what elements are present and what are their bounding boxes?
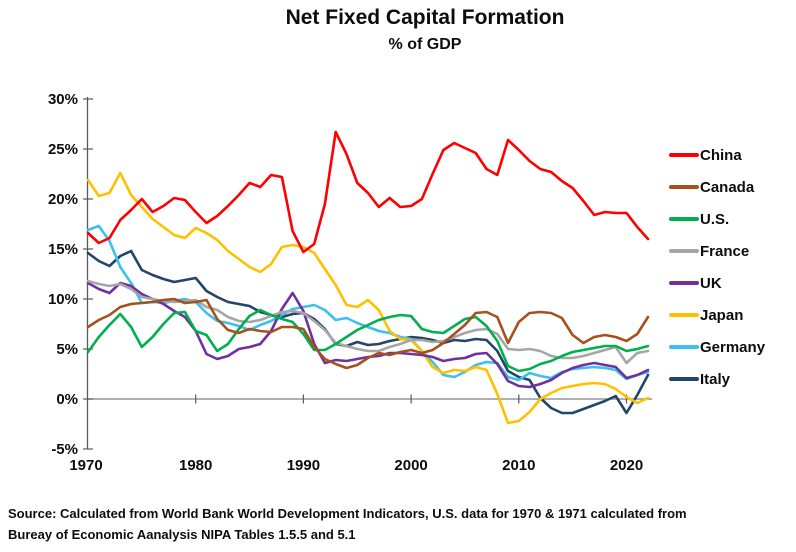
legend-line-swatch	[669, 185, 699, 189]
legend-label: U.S.	[700, 210, 730, 228]
legend-line-swatch	[669, 313, 699, 317]
series-line-us	[86, 308, 650, 373]
legend-label: UK	[700, 274, 722, 292]
y-tick-label: 30%	[48, 91, 78, 108]
legend-line-swatch	[669, 377, 699, 381]
legend-item-germany: Germany	[669, 331, 765, 363]
source-line-1: Source: Calculated from World Bank World…	[8, 506, 687, 521]
series-line-china	[86, 130, 650, 254]
y-tick-label: -5%	[51, 441, 78, 458]
chart-title: Net Fixed Capital Formation	[285, 6, 565, 29]
legend-line-swatch	[669, 217, 699, 221]
legend-item-france: France	[669, 235, 765, 267]
chart-subtitle: % of GDP	[388, 36, 462, 53]
y-tick-label: 15%	[48, 241, 78, 258]
legend-label: France	[700, 242, 750, 260]
legend-label: China	[700, 146, 742, 164]
legend-line-swatch	[669, 249, 699, 253]
legend-line-swatch	[669, 281, 699, 285]
legend-item-japan: Japan	[669, 299, 765, 331]
legend-label: Italy	[700, 370, 731, 388]
series-line-germany	[86, 224, 650, 382]
legend-item-italy: Italy	[669, 363, 765, 395]
y-tick-label: 25%	[48, 141, 78, 158]
x-tick-label: 2020	[610, 457, 643, 474]
x-tick-label: 1990	[287, 457, 320, 474]
x-tick-label: 2000	[394, 457, 427, 474]
y-tick-label: 5%	[56, 341, 78, 358]
source-line-2: Bureay of Economic Aanalysis NIPA Tables…	[8, 527, 356, 542]
legend-label: Japan	[700, 306, 744, 324]
y-tick-label: 20%	[48, 191, 78, 208]
series-line-japan	[86, 171, 650, 425]
legend-item-us: U.S.	[669, 203, 765, 235]
legend-line-swatch	[669, 345, 699, 349]
legend-line-swatch	[669, 153, 699, 157]
legend-label: Canada	[700, 178, 755, 196]
legend-label: Germany	[700, 338, 766, 356]
legend-item-china: China	[669, 139, 765, 171]
x-tick-label: 1970	[69, 457, 102, 474]
x-tick-label: 1980	[179, 457, 212, 474]
series-line-canada	[86, 297, 650, 370]
legend-item-uk: UK	[669, 267, 765, 299]
y-tick-label: 10%	[48, 291, 78, 308]
series-line-italy	[86, 249, 650, 415]
y-tick-label: 0%	[56, 391, 78, 408]
x-tick-label: 2010	[502, 457, 535, 474]
chart-legend: China Canada U.S. France UK Japan German…	[669, 139, 765, 395]
legend-item-canada: Canada	[669, 171, 765, 203]
source-note: Source: Calculated from World Bank World…	[8, 503, 792, 545]
